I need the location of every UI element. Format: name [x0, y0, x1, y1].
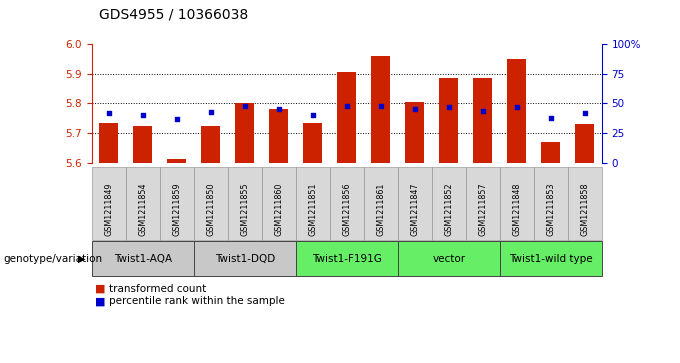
- Point: [409, 107, 420, 113]
- Text: Twist1-F191G: Twist1-F191G: [312, 254, 381, 264]
- Point: [443, 104, 454, 110]
- Bar: [303, 123, 322, 163]
- Point: [273, 107, 284, 113]
- Point: [511, 104, 522, 110]
- Text: transformed count: transformed count: [109, 284, 206, 294]
- Bar: [201, 126, 220, 163]
- Text: GSM1211851: GSM1211851: [308, 183, 318, 236]
- Bar: [405, 102, 424, 163]
- Text: ■: ■: [95, 284, 105, 294]
- Text: GSM1211861: GSM1211861: [376, 183, 386, 236]
- Bar: [575, 125, 594, 163]
- Text: GSM1211854: GSM1211854: [138, 183, 148, 236]
- Bar: [99, 123, 118, 163]
- Bar: [371, 56, 390, 163]
- Point: [579, 110, 590, 116]
- Text: Twist1-wild type: Twist1-wild type: [509, 254, 592, 264]
- Text: GSM1211847: GSM1211847: [410, 183, 420, 236]
- Point: [477, 108, 488, 114]
- Point: [239, 103, 250, 109]
- Point: [103, 110, 114, 116]
- Text: GSM1211853: GSM1211853: [546, 183, 556, 236]
- Bar: [473, 78, 492, 163]
- Text: GSM1211858: GSM1211858: [580, 183, 590, 236]
- Text: vector: vector: [432, 254, 465, 264]
- Text: GSM1211860: GSM1211860: [274, 183, 284, 236]
- Text: GSM1211856: GSM1211856: [342, 183, 352, 236]
- Bar: [269, 109, 288, 163]
- Bar: [337, 72, 356, 163]
- Text: Twist1-DQD: Twist1-DQD: [215, 254, 275, 264]
- Bar: [133, 126, 152, 163]
- Text: GSM1211857: GSM1211857: [478, 182, 488, 236]
- Bar: [235, 103, 254, 163]
- Text: GSM1211849: GSM1211849: [104, 183, 114, 236]
- Text: GSM1211855: GSM1211855: [240, 182, 250, 236]
- Text: GSM1211859: GSM1211859: [172, 182, 182, 236]
- Text: Twist1-AQA: Twist1-AQA: [114, 254, 172, 264]
- Point: [137, 113, 148, 118]
- Text: ▶: ▶: [78, 254, 85, 264]
- Text: percentile rank within the sample: percentile rank within the sample: [109, 296, 285, 306]
- Point: [307, 113, 318, 118]
- Text: GSM1211852: GSM1211852: [444, 182, 454, 236]
- Bar: [167, 159, 186, 163]
- Text: GSM1211850: GSM1211850: [206, 183, 216, 236]
- Bar: [439, 78, 458, 163]
- Text: GDS4955 / 10366038: GDS4955 / 10366038: [99, 8, 248, 22]
- Bar: [541, 142, 560, 163]
- Point: [375, 103, 386, 109]
- Point: [205, 109, 216, 115]
- Point: [341, 103, 352, 109]
- Text: genotype/variation: genotype/variation: [3, 254, 103, 264]
- Bar: [507, 58, 526, 163]
- Point: [545, 115, 556, 121]
- Text: GSM1211848: GSM1211848: [512, 183, 522, 236]
- Text: ■: ■: [95, 296, 105, 306]
- Point: [171, 116, 182, 122]
